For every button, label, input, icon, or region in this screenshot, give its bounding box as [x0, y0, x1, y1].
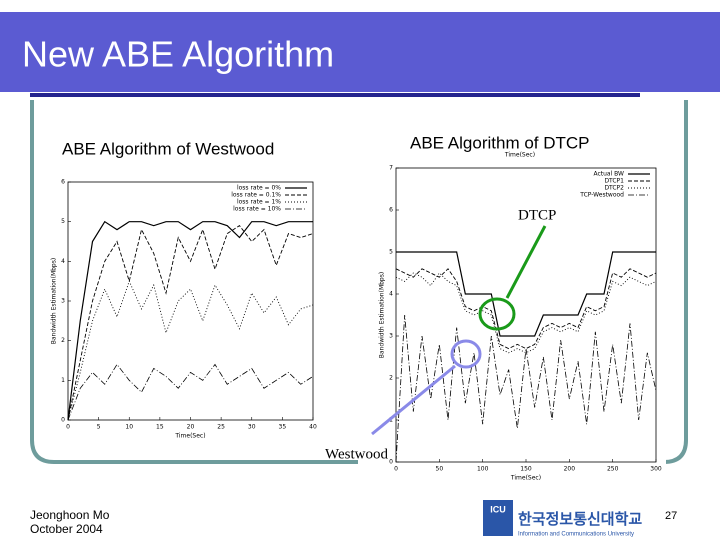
legend-label: DTCP2: [604, 185, 624, 192]
subtitle-right: ABE Algorithm of DTCP: [410, 133, 590, 152]
x-tick-label: 0: [394, 466, 398, 473]
annotation-dtcp: DTCP: [518, 207, 556, 223]
legend-label: loss rate = 10%: [233, 206, 281, 213]
series-line: [395, 272, 657, 354]
x-tick-label: 25: [217, 424, 225, 431]
highlight-dtcp: [478, 297, 516, 331]
highlight-westwood: [450, 339, 482, 369]
series-line: [67, 225, 314, 421]
x-tick-label: 50: [436, 466, 444, 473]
slide-title: New ABE Algorithm: [22, 34, 334, 75]
x-tick-label: 150: [520, 466, 532, 473]
y-axis-label: Bandwidth Estimation(Mbps): [51, 258, 58, 344]
legend-label: loss rate = 0%: [237, 185, 281, 192]
series-line: [396, 251, 656, 337]
y-tick-label: 4: [389, 291, 393, 298]
y-tick-label: 0: [389, 459, 393, 466]
y-tick-label: 5: [61, 218, 65, 225]
y-tick-label: 2: [61, 337, 65, 344]
arrow-dtcp: [505, 225, 547, 299]
series-line: [67, 363, 314, 421]
series-line: [395, 268, 657, 350]
y-tick-label: 0: [61, 417, 65, 424]
x-tick-label: 0: [66, 424, 70, 431]
y-tick-label: 3: [389, 333, 393, 340]
x-tick-label: 30: [248, 424, 256, 431]
x-tick-label: 15: [156, 424, 164, 431]
logo-korean: 한국정보통신대학교: [518, 510, 642, 528]
footer-author: Jeonghoon Mo: [30, 508, 110, 522]
y-axis-label: Bandwidth Estimation(Mbps): [379, 272, 386, 358]
y-tick-label: 1: [61, 377, 65, 384]
x-tick-label: 5: [97, 424, 101, 431]
title-bar: [0, 12, 720, 92]
x-tick-label: 35: [279, 424, 287, 431]
x-tick-label: 40: [309, 424, 317, 431]
legend-label: TCP-Westwood: [579, 192, 624, 199]
y-tick-label: 7: [389, 165, 393, 172]
legend-label: loss rate = 1%: [237, 199, 281, 206]
x-axis-label: Time(Sec): [174, 433, 205, 440]
plot-area: [395, 167, 657, 463]
arrow-westwood: [371, 364, 456, 436]
frame-right: [663, 100, 688, 464]
y-tick-label: 3: [61, 298, 65, 305]
footer-date: October 2004: [30, 522, 103, 536]
y-tick-label: 6: [389, 207, 393, 214]
logo-english: Information and Communications Universit…: [518, 532, 634, 538]
legend-label: DTCP1: [604, 178, 624, 185]
x-tick-label: 250: [607, 466, 619, 473]
x-axis-label-top: Time(Sec): [504, 152, 535, 159]
x-tick-label: 100: [477, 466, 489, 473]
y-tick-label: 6: [61, 179, 65, 186]
x-tick-label: 20: [187, 424, 195, 431]
subtitle-left: ABE Algorithm of Westwood: [62, 139, 274, 158]
legend-label: loss rate = 0.1%: [231, 192, 281, 199]
x-axis-label: Time(Sec): [510, 475, 541, 482]
logo-mark: [483, 500, 513, 536]
y-tick-label: 4: [61, 258, 65, 265]
plot-area: [67, 181, 314, 421]
x-tick-label: 10: [125, 424, 133, 431]
y-tick-label: 2: [389, 375, 393, 382]
series-line: [67, 220, 313, 421]
x-tick-label: 300: [650, 466, 662, 473]
frame-left: [30, 100, 360, 464]
annotation-westwood: Westwood: [325, 446, 388, 462]
x-tick-label: 200: [564, 466, 576, 473]
legend-label: Actual BW: [593, 171, 624, 178]
logo-acronym: ICU: [490, 504, 506, 514]
y-tick-label: 5: [389, 249, 393, 256]
page-number: 27: [665, 510, 677, 522]
